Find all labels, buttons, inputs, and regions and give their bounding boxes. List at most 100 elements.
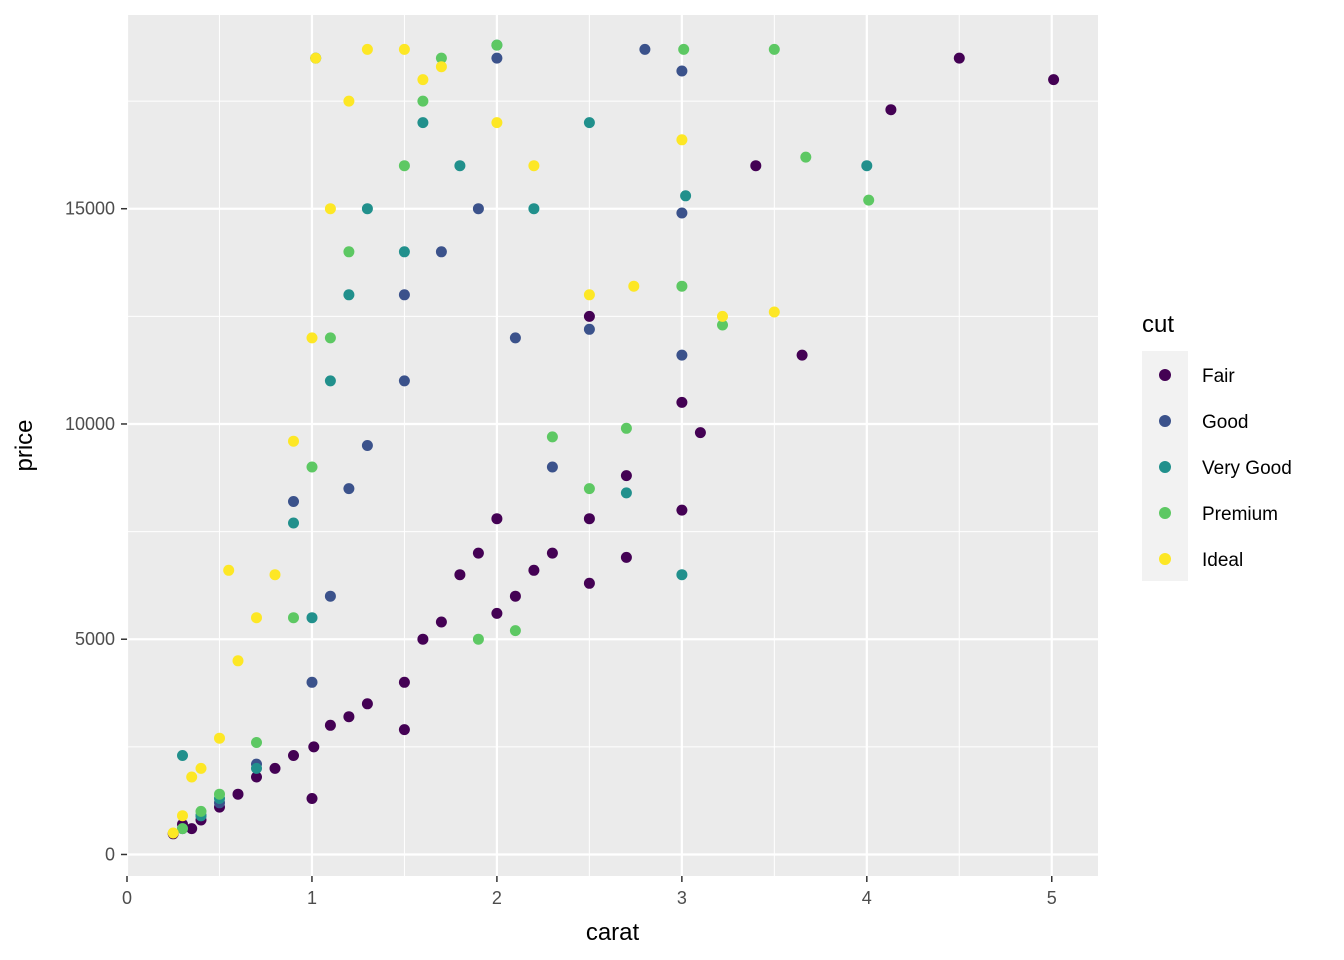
data-point <box>528 160 540 172</box>
y-tick-label: 5000 <box>75 629 115 649</box>
data-point <box>768 43 780 55</box>
data-point <box>509 590 521 602</box>
legend: cut Fair Good Very Good Premium Ideal <box>1142 311 1292 581</box>
data-point <box>288 750 299 761</box>
data-point <box>680 190 692 202</box>
legend-ideal-label: Ideal <box>1202 550 1243 571</box>
data-point <box>717 319 728 331</box>
data-point <box>417 633 429 645</box>
x-tick-label: 2 <box>492 888 502 908</box>
data-point <box>472 203 484 215</box>
data-point <box>269 569 281 581</box>
data-point <box>768 306 780 318</box>
x-tick-label: 4 <box>862 888 872 908</box>
data-point <box>491 513 503 525</box>
data-point <box>308 741 320 753</box>
data-point <box>620 422 632 434</box>
data-point <box>361 440 373 451</box>
legend-good-key <box>1159 415 1171 427</box>
y-tick-label: 0 <box>105 844 115 864</box>
data-point <box>361 203 373 215</box>
y-axis: 0 5000 10000 15000 <box>65 199 127 864</box>
data-point <box>177 750 188 761</box>
minor-gridlines <box>127 15 1098 876</box>
data-point <box>232 655 244 667</box>
x-axis-title: carat <box>586 919 640 946</box>
data-point <box>324 590 336 602</box>
data-point <box>676 504 688 516</box>
legend-premium-label: Premium <box>1202 504 1278 525</box>
data-point <box>232 788 244 800</box>
data-point <box>639 43 651 55</box>
legend-fair-key <box>1159 369 1171 381</box>
data-point <box>1048 74 1060 86</box>
data-point <box>546 547 558 559</box>
legend-good-label: Good <box>1202 412 1248 433</box>
x-axis: 0 1 2 3 4 5 <box>122 876 1057 908</box>
data-point <box>472 633 484 645</box>
data-point <box>676 65 688 77</box>
data-point <box>398 246 410 258</box>
legend-premium-key <box>1159 507 1171 519</box>
data-point <box>583 513 595 525</box>
data-point <box>306 676 318 688</box>
data-point <box>398 160 410 172</box>
data-point <box>676 134 688 146</box>
x-tick-label: 3 <box>677 888 687 908</box>
x-tick-label: 1 <box>307 888 317 908</box>
data-point <box>885 104 897 116</box>
data-point <box>167 827 179 839</box>
data-point <box>717 310 728 322</box>
data-point <box>620 551 632 563</box>
legend-very-good-key <box>1159 461 1171 473</box>
data-point <box>214 732 225 744</box>
data-point <box>177 810 188 822</box>
data-point <box>491 607 503 619</box>
data-point <box>454 569 466 581</box>
data-point <box>750 160 762 172</box>
series-premium <box>177 39 875 835</box>
data-point <box>398 724 410 736</box>
y-tick-label: 15000 <box>65 199 115 219</box>
data-point <box>324 203 336 215</box>
data-point <box>676 396 688 408</box>
data-point <box>472 547 484 559</box>
data-point <box>528 564 540 576</box>
data-point <box>583 310 595 322</box>
data-point <box>800 151 812 163</box>
data-point <box>324 719 336 731</box>
data-point <box>343 289 355 301</box>
data-point <box>863 194 875 206</box>
series-ideal <box>167 43 780 839</box>
data-point <box>310 52 322 64</box>
data-point <box>251 612 262 624</box>
data-point <box>583 577 595 589</box>
data-point <box>796 349 808 361</box>
data-point <box>583 323 595 335</box>
data-point <box>186 823 198 835</box>
data-point <box>186 771 198 783</box>
data-point <box>546 431 558 443</box>
data-point <box>361 698 373 710</box>
data-point <box>676 207 688 219</box>
data-point <box>491 52 503 64</box>
data-point <box>676 569 688 581</box>
y-tick-label: 10000 <box>65 414 115 434</box>
data-point <box>343 711 355 723</box>
data-point <box>435 246 447 258</box>
data-point <box>223 564 235 576</box>
data-point <box>251 762 262 774</box>
data-point <box>288 496 299 507</box>
data-point <box>398 375 410 387</box>
data-point <box>678 43 690 55</box>
data-point <box>343 95 355 107</box>
data-point <box>435 616 447 628</box>
data-point <box>195 762 207 774</box>
legend-very-good-label: Very Good <box>1202 458 1292 479</box>
x-tick-label: 5 <box>1047 888 1057 908</box>
plot-panel <box>127 15 1098 876</box>
data-point <box>454 160 466 172</box>
data-point <box>195 805 207 817</box>
data-point <box>417 74 429 86</box>
